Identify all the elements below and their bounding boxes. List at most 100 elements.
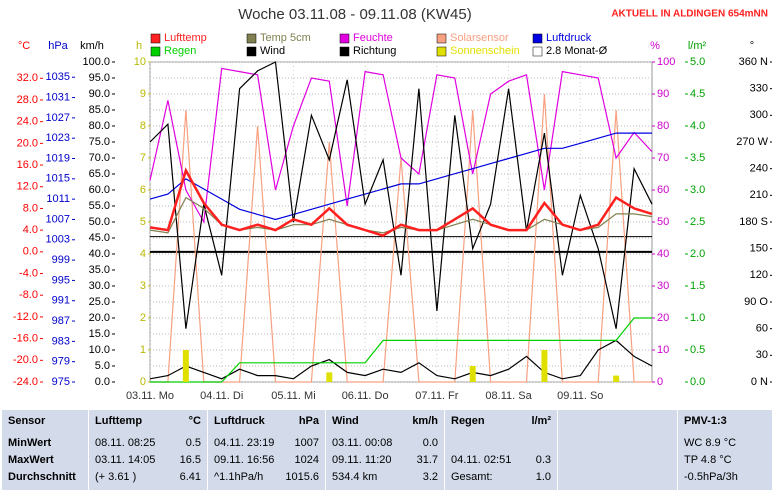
y-tick-label: 1.0: [690, 312, 705, 324]
y-tick-label: 240: [750, 163, 768, 175]
y-tick-label: 100.0: [82, 56, 110, 68]
legend-swatch: [339, 33, 350, 44]
chart-title: Woche 03.11.08 - 09.11.08 (KW45): [238, 6, 471, 23]
axis-title: hPa: [48, 40, 68, 52]
table-cell: (+ 3.61 ): [95, 471, 137, 483]
legend-label: Wind: [260, 45, 285, 57]
y-tick-label: 5: [140, 216, 146, 228]
y-tick-label: -24.0: [13, 376, 38, 388]
legend-swatch: [436, 46, 447, 57]
sunshine-bar: [326, 372, 333, 382]
y-tick-label: 210: [750, 189, 768, 201]
y-tick-label: 1015: [46, 173, 70, 185]
station-note: AKTUELL IN ALDINGEN 654mNN: [611, 9, 768, 20]
y-tick-label: 45.0: [89, 232, 110, 244]
y-tick-label: 10: [134, 56, 146, 68]
table-cell: 04.11. 02:51: [451, 454, 512, 466]
y-tick-label: 4.0: [690, 120, 705, 132]
table-cell: Gesamt:: [451, 471, 493, 483]
table-cell: 6.41: [179, 471, 201, 483]
y-tick-label: 1007: [46, 213, 70, 225]
y-tick-label: 30.0: [89, 280, 110, 292]
table-header: Sensor: [8, 415, 46, 427]
y-tick-label: 983: [52, 335, 70, 347]
table-cell: 09.11. 16:56: [214, 454, 275, 466]
y-tick-label: 1003: [46, 234, 70, 246]
table-cell: 1.0: [535, 471, 551, 483]
legend-label: 2.8 Monat-Ø: [546, 45, 608, 57]
y-tick-label: 32.0: [17, 72, 38, 84]
y-tick-label: 2: [140, 312, 146, 324]
y-tick-label: 0 N: [751, 376, 768, 388]
y-tick-label: 100: [657, 56, 675, 68]
x-tick-label: 08.11. Sa: [485, 390, 532, 402]
table-header: PMV-1:3: [684, 415, 727, 427]
y-tick-label: 2.0: [690, 248, 705, 260]
table-cell: 08.11. 08:25: [95, 437, 156, 449]
y-tick-label: -20.0: [13, 354, 38, 366]
series-line: [149, 67, 653, 224]
row-label: MaxWert: [8, 454, 54, 466]
y-tick-label: 70: [657, 152, 669, 164]
legend-swatch: [150, 33, 161, 44]
y-tick-label: 20.0: [89, 312, 110, 324]
y-tick-label: 5.0: [95, 360, 110, 372]
y-tick-label: 30: [657, 280, 669, 292]
y-tick-label: 16.0: [17, 159, 38, 171]
legend-swatch: [532, 33, 543, 44]
sunshine-bar: [469, 366, 476, 382]
table-cell: 0.3: [535, 454, 551, 466]
plot-area: [149, 61, 653, 383]
table-cell: 03.11. 00:08: [332, 437, 393, 449]
x-tick-label: 09.11. So: [557, 390, 603, 402]
y-tick-label: 3.5: [690, 152, 705, 164]
y-tick-label: 991: [52, 295, 70, 307]
legend-swatch: [150, 46, 161, 57]
y-tick-label: 180 S: [739, 216, 768, 228]
y-tick-label: 60.0: [89, 184, 110, 196]
y-tick-label: 25.0: [89, 296, 110, 308]
y-tick-label: 1.5: [690, 280, 705, 292]
table-cell: -0.5hPa/3h: [684, 471, 738, 483]
y-tick-label: -8.0: [19, 289, 38, 301]
legend-label: Solarsensor: [450, 32, 509, 44]
series-line: [149, 167, 653, 237]
table-cell: 0.0: [422, 437, 438, 449]
y-tick-label: 120: [750, 269, 768, 281]
y-tick-label: 85.0: [89, 104, 110, 116]
table-cell: 31.7: [416, 454, 438, 466]
y-tick-label: 40: [657, 248, 669, 260]
series-line: [149, 339, 653, 380]
table-cell: 09.11. 11:20: [332, 454, 392, 466]
row-label: Durchschnitt: [8, 471, 76, 483]
y-tick-label: 4.0: [23, 224, 38, 236]
legend-label: Sonnenschein: [450, 45, 520, 57]
y-tick-label: 7: [140, 152, 146, 164]
y-tick-label: 90 O: [744, 296, 768, 308]
table-header: °C: [188, 415, 201, 427]
table-cell: 3.2: [422, 471, 438, 483]
y-tick-label: 65.0: [89, 168, 110, 180]
y-tick-label: 55.0: [89, 200, 110, 212]
y-tick-label: 5.0: [690, 56, 705, 68]
y-tick-label: 0.5: [690, 344, 705, 356]
legend-label: Temp 5cm: [260, 32, 311, 44]
y-tick-label: 3: [140, 280, 146, 292]
y-tick-label: 75.0: [89, 136, 110, 148]
x-tick-label: 03.11. Mo: [126, 390, 174, 402]
legend-label: Lufttemp: [164, 32, 207, 44]
table-header: Wind: [332, 415, 359, 427]
y-tick-label: 0.0: [23, 246, 38, 258]
y-tick-label: 60: [756, 323, 768, 335]
y-tick-label: -12.0: [13, 311, 38, 323]
table-cell: 03.11. 14:05: [95, 454, 156, 466]
axis-title: %: [650, 40, 660, 52]
series-line: [149, 61, 653, 329]
y-tick-label: 150: [750, 243, 768, 255]
y-tick-label: 95.0: [89, 72, 110, 84]
y-tick-label: 28.0: [17, 94, 38, 106]
table-header: l/m²: [531, 415, 551, 427]
axis-title: l/m²: [688, 40, 707, 52]
axis-title: km/h: [80, 40, 104, 52]
